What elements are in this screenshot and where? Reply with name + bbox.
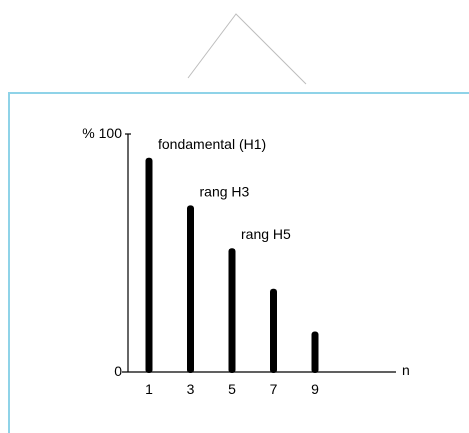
y-tick-label-0: 0 [114,363,122,379]
y-tick-labels-group: 0 % 100 [82,125,122,379]
x-tick-label-9: 9 [311,381,319,397]
annotation-1: fondamental (H1) [158,136,266,152]
annotation-3: rang H5 [241,226,291,242]
bar-n-9 [311,331,319,373]
bar-n-7 [270,288,277,373]
annotation-2: rang H3 [200,183,250,199]
chart-frame [8,92,469,433]
x-tick-label-1: 1 [145,381,153,397]
y-tick-label-100: % 100 [82,125,122,141]
bar-n-1 [145,157,153,373]
annotations-group: fondamental (H1) rang H3 rang H5 [158,136,291,242]
bars-group [145,157,319,373]
decorative-peak [187,13,307,85]
bar-n-3 [187,205,194,373]
x-axis-label: n [402,362,410,378]
x-tick-label-5: 5 [228,381,236,397]
x-tick-labels-group: 1 3 5 7 9 [145,381,319,397]
bar-n-5 [228,248,236,373]
x-tick-label-7: 7 [270,381,278,397]
x-tick-label-3: 3 [187,381,195,397]
